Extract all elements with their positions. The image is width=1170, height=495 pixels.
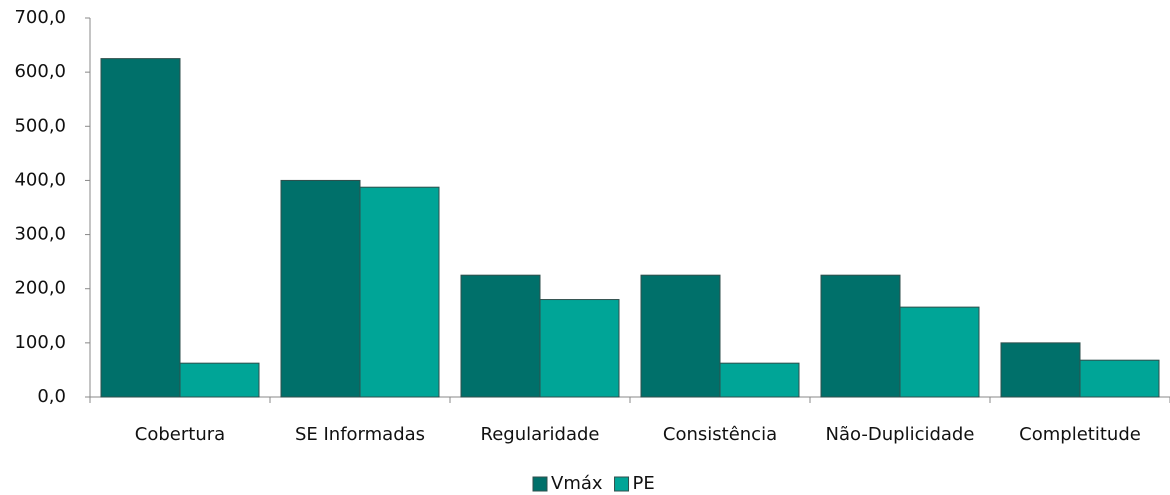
y-tick-label: 200,0 [14,278,66,299]
bar [179,362,260,398]
x-tick-label: Completitude [1019,424,1141,445]
bar [899,306,980,398]
y-tick-label: 100,0 [14,332,66,353]
bar [820,274,901,398]
x-tick-label: Cobertura [135,424,225,445]
bar [640,274,721,398]
bar [359,186,440,398]
bar [719,362,800,398]
legend-label: PE [633,473,655,494]
y-tick-label: 300,0 [14,224,66,245]
y-tick-label: 500,0 [14,115,66,136]
y-tick-label: 0,0 [37,386,66,407]
legend-swatch [614,476,630,492]
legend-label: Vmáx [551,473,603,494]
x-tick-label: SE Informadas [295,424,425,445]
y-tick-label: 700,0 [14,7,66,28]
x-tick-label: Consistência [663,424,777,445]
y-tick-label: 400,0 [14,169,66,190]
bar [100,58,181,398]
bar [1079,359,1160,398]
legend-swatch [532,476,548,492]
bar [539,299,620,398]
bar [1000,342,1081,398]
y-tick-label: 600,0 [14,61,66,82]
x-tick-label: Regularidade [481,424,600,445]
bar [280,179,361,398]
x-tick-label: Não-Duplicidade [826,424,975,445]
bar [460,274,541,398]
